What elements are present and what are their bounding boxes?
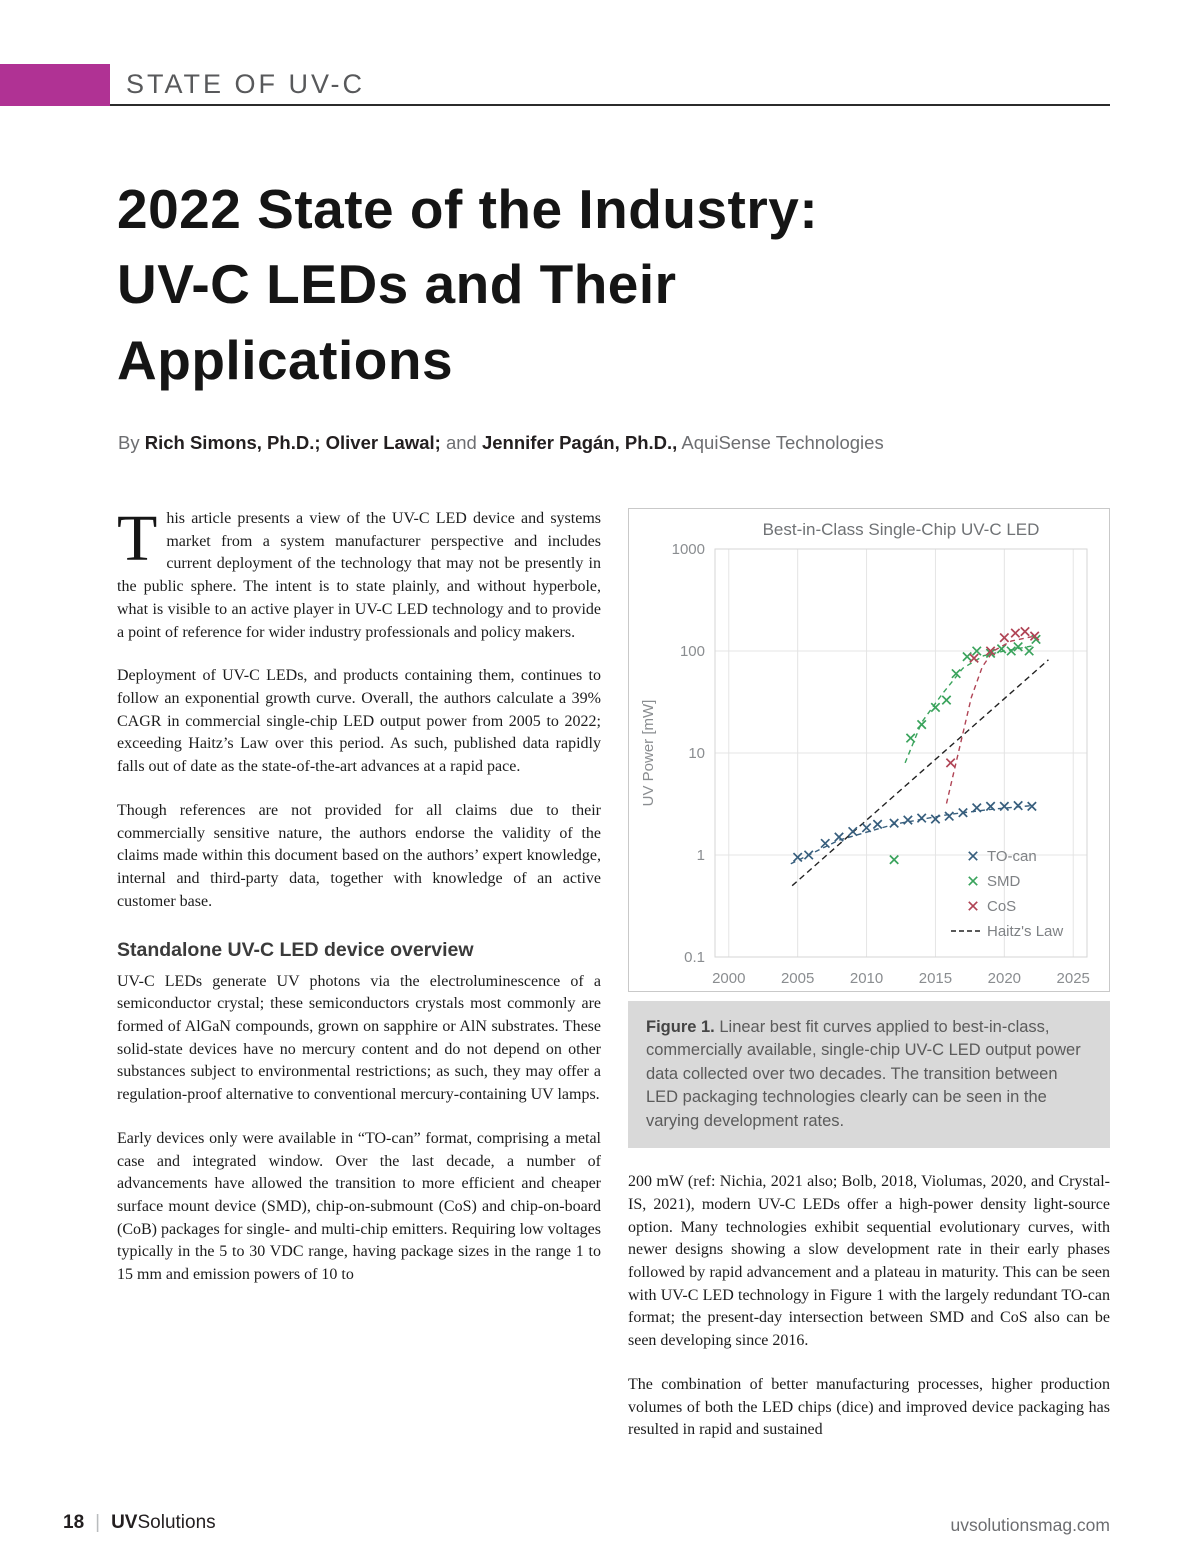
page-title-line-1: 2022 State of the Industry: (117, 178, 819, 240)
footer-divider: | (95, 1512, 101, 1533)
svg-text:SMD: SMD (987, 873, 1021, 890)
paragraph-device-overview: UV-C LEDs generate UV photons via the el… (117, 972, 601, 1104)
byline-affiliation: AquiSense Technologies (677, 432, 884, 453)
svg-text:0.1: 0.1 (684, 949, 705, 966)
magazine-brand: UVSolutions (111, 1512, 216, 1533)
svg-text:UV Power [mW]: UV Power [mW] (640, 700, 657, 807)
byline-prefix: By (118, 432, 145, 453)
svg-text:2010: 2010 (850, 970, 883, 987)
svg-text:TO-can: TO-can (987, 848, 1037, 865)
svg-text:CoS: CoS (987, 898, 1016, 915)
magenta-accent-block (0, 64, 110, 106)
svg-text:100: 100 (680, 643, 705, 660)
paragraph-early-devices: Early devices only were available in “TO… (117, 1129, 601, 1284)
figure1-caption: Figure 1. Linear best fit curves applied… (628, 1001, 1110, 1149)
figure1: 2000 2005 2010 2015 2020 2025 0.1 1 10 100 1000 Bes… (628, 508, 1110, 1149)
section-subheading: Standalone UV-C LED device overview (117, 938, 474, 961)
svg-text:2025: 2025 (1057, 970, 1090, 987)
svg-text:1000: 1000 (672, 541, 705, 558)
paragraph-intro-text: his article presents a view of the UV-C … (117, 510, 601, 641)
header-band: STATE OF UV-C (0, 64, 1110, 106)
paragraph-200mw: 200 mW (ref: Nichia, 2021 also; Bolb, 20… (628, 1173, 1110, 1350)
page-title-line-3: Applications (117, 328, 454, 391)
byline-connector: and (440, 432, 482, 453)
section-kicker: STATE OF UV-C (126, 69, 366, 99)
page-title-line-2: UV-C LEDs and Their (117, 253, 677, 316)
svg-text:2000: 2000 (712, 970, 745, 987)
right-column: 2000 2005 2010 2015 2020 2025 0.1 1 10 100 1000 Bes… (628, 508, 1110, 1442)
page-title: 2022 State of the Industry: UV-C LEDs an… (117, 172, 1047, 398)
page-number: 18 (63, 1512, 85, 1533)
byline-authors-2: Jennifer Pagán, Ph.D., (481, 432, 678, 453)
footer-website: uvsolutionsmag.com (950, 1515, 1110, 1535)
byline-authors-1: Rich Simons, Ph.D.; Oliver Lawal; (144, 432, 441, 453)
byline: By Rich Simons, Ph.D.; Oliver Lawal; and… (118, 432, 884, 454)
svg-text:Haitz's Law: Haitz's Law (987, 923, 1063, 940)
paragraph-references: Though references are not provided for a… (117, 801, 601, 910)
svg-text:10: 10 (688, 745, 705, 762)
drop-cap: T (117, 502, 158, 575)
svg-text:2020: 2020 (988, 970, 1021, 987)
svg-text:2015: 2015 (919, 970, 952, 987)
svg-text:2005: 2005 (781, 970, 814, 987)
svg-text:Best-in-Class Single-Chip UV-C: Best-in-Class Single-Chip UV-C LED (763, 520, 1040, 539)
paragraph-manufacturing: The combination of better manufacturing … (628, 1375, 1110, 1439)
footer-left: 18 | UVSolutions (63, 1512, 216, 1534)
paragraph-deployment: Deployment of UV-C LEDs, and products co… (117, 667, 601, 776)
svg-text:1: 1 (697, 847, 705, 864)
magazine-brand-bold: UV (111, 1512, 138, 1533)
magazine-brand-regular: Solutions (137, 1512, 216, 1533)
figure1-chart: 2000 2005 2010 2015 2020 2025 0.1 1 10 100 1000 Bes… (640, 520, 1090, 987)
figure1-caption-text: Linear best fit curves applied to best-i… (646, 1018, 1081, 1130)
figure1-caption-label: Figure 1. (646, 1018, 715, 1036)
figure1-chart-frame: 2000 2005 2010 2015 2020 2025 0.1 1 10 100 1000 Bes… (628, 508, 1110, 992)
